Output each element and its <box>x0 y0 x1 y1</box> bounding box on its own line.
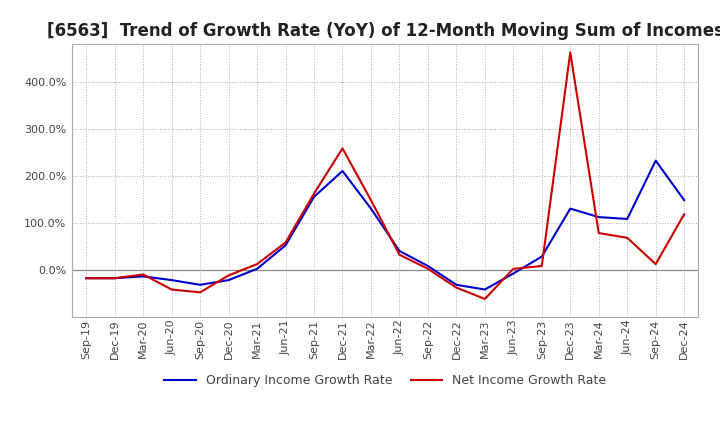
Line: Ordinary Income Growth Rate: Ordinary Income Growth Rate <box>86 161 684 290</box>
Net Income Growth Rate <box>310 191 318 196</box>
Net Income Growth Rate <box>566 50 575 55</box>
Ordinary Income Growth Rate <box>566 206 575 211</box>
Net Income Growth Rate <box>509 266 518 271</box>
Net Income Growth Rate <box>139 272 148 277</box>
Net Income Growth Rate <box>423 266 432 271</box>
Ordinary Income Growth Rate <box>652 158 660 163</box>
Ordinary Income Growth Rate <box>366 206 375 211</box>
Ordinary Income Growth Rate <box>595 214 603 220</box>
Net Income Growth Rate <box>282 240 290 245</box>
Ordinary Income Growth Rate <box>110 275 119 281</box>
Ordinary Income Growth Rate <box>82 275 91 281</box>
Ordinary Income Growth Rate <box>452 282 461 287</box>
Ordinary Income Growth Rate <box>282 243 290 248</box>
Ordinary Income Growth Rate <box>480 287 489 292</box>
Ordinary Income Growth Rate <box>225 278 233 283</box>
Title: [6563]  Trend of Growth Rate (YoY) of 12-Month Moving Sum of Incomes: [6563] Trend of Growth Rate (YoY) of 12-… <box>47 22 720 40</box>
Ordinary Income Growth Rate <box>680 198 688 203</box>
Net Income Growth Rate <box>537 264 546 269</box>
Net Income Growth Rate <box>680 212 688 217</box>
Ordinary Income Growth Rate <box>253 266 261 271</box>
Net Income Growth Rate <box>253 261 261 267</box>
Ordinary Income Growth Rate <box>338 169 347 174</box>
Net Income Growth Rate <box>225 273 233 278</box>
Net Income Growth Rate <box>82 275 91 281</box>
Ordinary Income Growth Rate <box>196 282 204 287</box>
Net Income Growth Rate <box>480 296 489 301</box>
Ordinary Income Growth Rate <box>139 274 148 279</box>
Net Income Growth Rate <box>395 252 404 257</box>
Ordinary Income Growth Rate <box>509 271 518 276</box>
Net Income Growth Rate <box>623 235 631 240</box>
Net Income Growth Rate <box>338 146 347 151</box>
Ordinary Income Growth Rate <box>623 216 631 222</box>
Ordinary Income Growth Rate <box>423 264 432 269</box>
Net Income Growth Rate <box>196 290 204 295</box>
Net Income Growth Rate <box>652 261 660 267</box>
Legend: Ordinary Income Growth Rate, Net Income Growth Rate: Ordinary Income Growth Rate, Net Income … <box>159 370 611 392</box>
Line: Net Income Growth Rate: Net Income Growth Rate <box>86 52 684 299</box>
Net Income Growth Rate <box>167 287 176 292</box>
Net Income Growth Rate <box>595 231 603 236</box>
Net Income Growth Rate <box>452 285 461 290</box>
Ordinary Income Growth Rate <box>537 254 546 259</box>
Net Income Growth Rate <box>366 198 375 203</box>
Ordinary Income Growth Rate <box>395 248 404 253</box>
Net Income Growth Rate <box>110 275 119 281</box>
Ordinary Income Growth Rate <box>310 194 318 199</box>
Ordinary Income Growth Rate <box>167 278 176 283</box>
